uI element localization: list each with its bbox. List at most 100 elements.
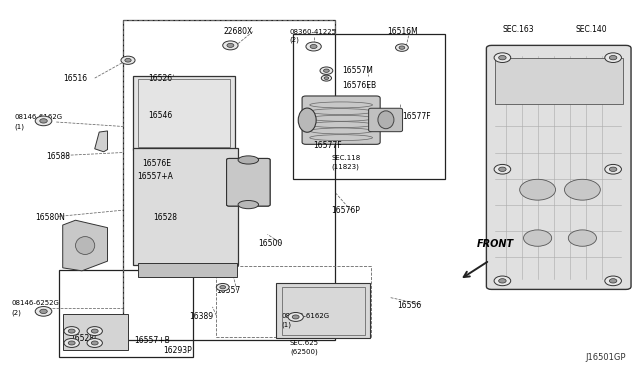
FancyBboxPatch shape	[227, 158, 270, 206]
Circle shape	[92, 329, 98, 333]
Circle shape	[499, 167, 506, 171]
Polygon shape	[63, 220, 108, 271]
Text: 16577F: 16577F	[402, 112, 431, 121]
Circle shape	[399, 46, 405, 49]
Text: 08146-6162G: 08146-6162G	[14, 114, 62, 120]
Circle shape	[605, 164, 621, 174]
Circle shape	[323, 69, 329, 72]
FancyBboxPatch shape	[276, 283, 370, 338]
Text: FRONT: FRONT	[477, 239, 514, 248]
Text: J16501GP: J16501GP	[586, 353, 626, 362]
Text: (2): (2)	[289, 36, 299, 43]
Circle shape	[35, 116, 52, 126]
Text: 16528: 16528	[154, 213, 178, 222]
Text: (11823): (11823)	[332, 163, 360, 170]
Circle shape	[68, 329, 75, 333]
Circle shape	[223, 41, 238, 50]
Text: (1): (1)	[282, 321, 292, 328]
Text: 16528J: 16528J	[70, 334, 97, 343]
Text: 16576P: 16576P	[332, 206, 360, 215]
Text: 16577F: 16577F	[314, 141, 342, 150]
Circle shape	[227, 44, 234, 47]
FancyBboxPatch shape	[369, 108, 403, 132]
Circle shape	[40, 309, 47, 314]
Text: 16580N: 16580N	[35, 213, 65, 222]
Circle shape	[216, 283, 229, 291]
Text: 08360-41225: 08360-41225	[289, 29, 336, 35]
Bar	[282, 287, 365, 335]
Text: 16557+B: 16557+B	[134, 336, 170, 345]
Text: SEC.140: SEC.140	[576, 25, 607, 34]
Circle shape	[68, 341, 75, 345]
Bar	[138, 263, 237, 277]
Text: 16588: 16588	[46, 152, 70, 161]
Text: (62500): (62500)	[290, 348, 317, 355]
Circle shape	[605, 276, 621, 286]
Bar	[293, 34, 445, 179]
Text: 16557M: 16557M	[342, 66, 373, 75]
FancyBboxPatch shape	[302, 96, 380, 144]
Circle shape	[92, 341, 98, 345]
Circle shape	[494, 164, 511, 174]
Circle shape	[605, 53, 621, 62]
Circle shape	[609, 167, 617, 171]
Circle shape	[396, 44, 408, 51]
Text: 16546: 16546	[148, 111, 173, 120]
Circle shape	[321, 75, 332, 81]
Circle shape	[64, 339, 79, 347]
Text: 16576E: 16576E	[142, 159, 171, 168]
Circle shape	[288, 312, 303, 321]
Circle shape	[306, 42, 321, 51]
Circle shape	[87, 327, 102, 336]
Circle shape	[40, 119, 47, 123]
Text: 16526: 16526	[148, 74, 173, 83]
Circle shape	[320, 67, 333, 74]
Text: 16500: 16500	[258, 239, 282, 248]
Circle shape	[499, 279, 506, 283]
Circle shape	[35, 307, 52, 316]
Circle shape	[564, 179, 600, 200]
Circle shape	[524, 230, 552, 246]
FancyBboxPatch shape	[133, 148, 238, 265]
Text: SEC.118: SEC.118	[332, 155, 361, 161]
Circle shape	[520, 179, 556, 200]
Text: 16557+A: 16557+A	[138, 172, 173, 181]
Text: SEC.163: SEC.163	[502, 25, 534, 34]
Ellipse shape	[238, 201, 259, 209]
Ellipse shape	[238, 156, 259, 164]
FancyBboxPatch shape	[63, 314, 128, 350]
Circle shape	[568, 230, 596, 246]
Text: SEC.625: SEC.625	[290, 340, 319, 346]
Circle shape	[121, 56, 135, 64]
Ellipse shape	[76, 237, 95, 254]
Circle shape	[125, 58, 131, 62]
Text: (2): (2)	[12, 309, 21, 316]
Bar	[495, 58, 623, 104]
Text: 16516: 16516	[63, 74, 87, 83]
Polygon shape	[95, 131, 108, 152]
Bar	[59, 270, 193, 357]
Circle shape	[87, 339, 102, 347]
Circle shape	[64, 327, 79, 336]
Circle shape	[494, 276, 511, 286]
Text: 22680X: 22680X	[224, 27, 253, 36]
Text: 16293P: 16293P	[163, 346, 192, 355]
Circle shape	[494, 53, 511, 62]
Text: 08146-6252G: 08146-6252G	[12, 300, 60, 306]
Ellipse shape	[298, 108, 316, 132]
Text: 16576EB: 16576EB	[342, 81, 376, 90]
FancyBboxPatch shape	[486, 45, 631, 289]
Text: 08146-6162G: 08146-6162G	[282, 313, 330, 319]
Text: 16556: 16556	[397, 301, 421, 310]
Text: 16389: 16389	[189, 312, 213, 321]
Bar	[123, 20, 335, 340]
Circle shape	[310, 45, 317, 48]
Circle shape	[609, 279, 617, 283]
Circle shape	[609, 55, 617, 60]
Circle shape	[220, 286, 225, 289]
Text: (1): (1)	[14, 123, 24, 130]
Text: 16557: 16557	[216, 286, 241, 295]
Circle shape	[499, 55, 506, 60]
Circle shape	[292, 315, 299, 319]
Circle shape	[324, 77, 329, 80]
